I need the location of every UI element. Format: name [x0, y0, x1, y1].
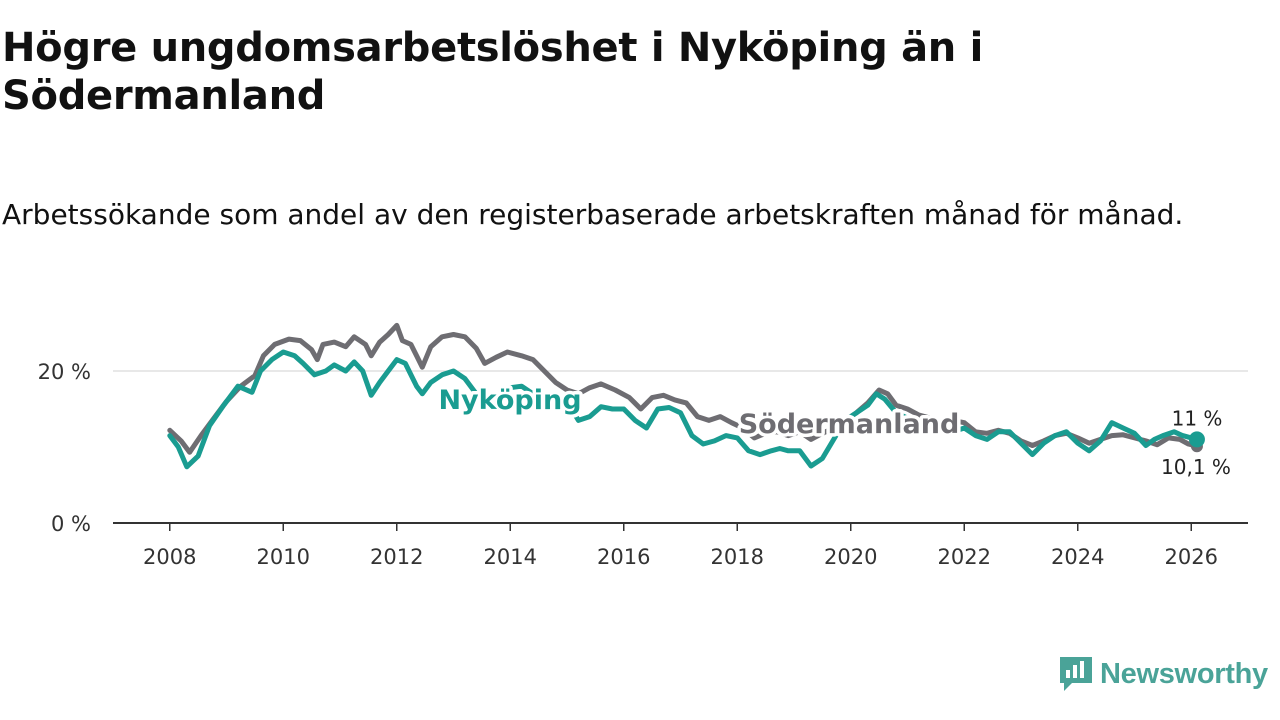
series-line-s-dermanland	[167, 322, 1200, 455]
newsworthy-logo: Newsworthy	[1058, 654, 1268, 694]
y-tick-label: 0 %	[51, 512, 91, 536]
series-label-s-dermanland: Södermanland	[739, 409, 960, 440]
y-tick-label: 20 %	[38, 360, 91, 384]
x-tick-label: 2026	[1165, 545, 1218, 569]
x-tick-label: 2010	[257, 545, 310, 569]
end-value-label: 10,1 %	[1161, 455, 1231, 479]
end-markers: 10,1 % 11 %	[1161, 406, 1231, 479]
series-lines	[167, 322, 1200, 470]
x-tick-label: 2024	[1051, 545, 1104, 569]
x-tick-label: 2020	[824, 545, 877, 569]
x-tick-label: 2012	[370, 545, 423, 569]
chart-subtitle: Arbetssökande som andel av den registerb…	[2, 198, 1184, 231]
series-line-nyk-ping	[167, 349, 1200, 470]
newsworthy-logo-text: Newsworthy	[1100, 657, 1268, 690]
series-label-nyk-ping: Nyköping	[438, 385, 581, 416]
x-tick-label: 2014	[484, 545, 537, 569]
chart-title: Högre ungdomsarbetslöshet i Nyköping än …	[2, 25, 984, 119]
y-grid: 0 % 20 %	[38, 360, 1248, 536]
x-tick-label: 2008	[143, 545, 196, 569]
x-axis: 2008 2010 2012 2014 2016 2018 2020 2022 2024 2026	[113, 522, 1248, 569]
x-tick-label: 2018	[711, 545, 764, 569]
end-marker	[1188, 431, 1205, 448]
line-chart: 0 % 20 % 2008 2010 2012 2014 2016 2018 2020 2022…	[38, 322, 1248, 569]
newsworthy-logo-icon	[1060, 657, 1092, 691]
series-labels: Södermanland Nyköping	[435, 382, 963, 444]
x-tick-label: 2016	[597, 545, 650, 569]
end-value-label: 11 %	[1172, 406, 1223, 430]
x-tick-label: 2022	[938, 545, 991, 569]
